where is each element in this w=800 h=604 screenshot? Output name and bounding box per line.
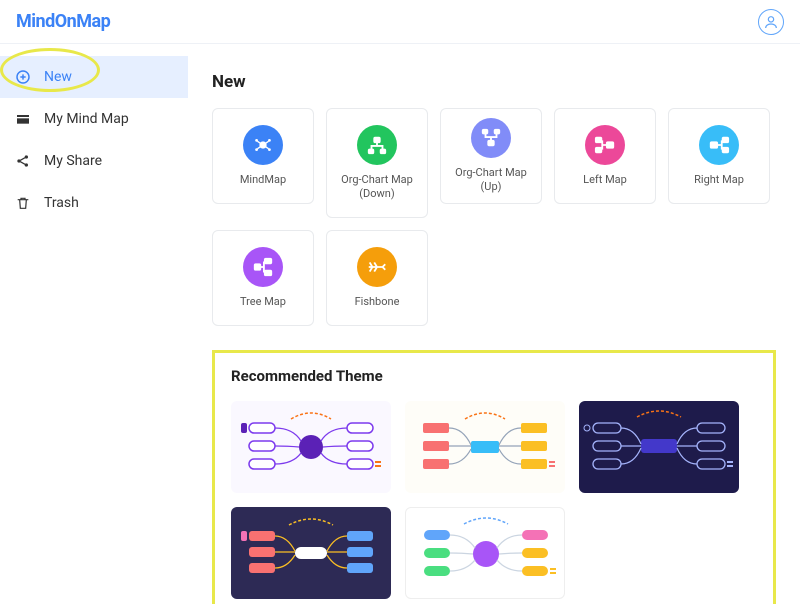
rightmap-icon <box>699 125 739 165</box>
template-tree-map[interactable]: Tree Map <box>212 230 314 326</box>
themes-section-title: Recommended Theme <box>231 367 757 385</box>
sidebar: New My Mind Map My Share Trash <box>0 44 188 604</box>
theme-card-2[interactable] <box>405 401 565 493</box>
sidebar-item-new[interactable]: New <box>0 56 188 98</box>
sidebar-item-my-mind-map[interactable]: My Mind Map <box>0 98 188 140</box>
template-label: Org-Chart Map (Down) <box>327 173 427 202</box>
user-icon <box>763 14 779 30</box>
treemap-icon <box>243 247 283 287</box>
leftmap-icon <box>585 125 625 165</box>
trash-icon <box>14 195 32 211</box>
sidebar-item-label: My Share <box>44 153 102 169</box>
new-section-title: New <box>212 72 776 92</box>
sidebar-item-label: Trash <box>44 195 79 211</box>
theme-grid <box>231 401 757 599</box>
template-orgchart-up[interactable]: Org-Chart Map (Up) <box>440 108 542 204</box>
template-fishbone[interactable]: Fishbone <box>326 230 428 326</box>
orgup-icon <box>471 118 511 158</box>
app-logo[interactable]: MindOnMap <box>16 11 110 32</box>
template-label: Tree Map <box>236 295 290 309</box>
template-orgchart-down[interactable]: Org-Chart Map (Down) <box>326 108 428 218</box>
theme-card-1[interactable] <box>231 401 391 493</box>
user-avatar[interactable] <box>758 9 784 35</box>
template-right-map[interactable]: Right Map <box>668 108 770 204</box>
fishbone-icon <box>357 247 397 287</box>
theme-card-4[interactable] <box>231 507 391 599</box>
template-label: Org-Chart Map (Up) <box>441 166 541 195</box>
annotation-themes-highlight: Recommended Theme <box>212 350 776 604</box>
sidebar-item-trash[interactable]: Trash <box>0 182 188 224</box>
main-content: New MindMap Org-Chart Map (Down) Org-Cha… <box>188 44 800 604</box>
template-label: MindMap <box>236 173 290 187</box>
theme-card-3[interactable] <box>579 401 739 493</box>
sidebar-item-my-share[interactable]: My Share <box>0 140 188 182</box>
template-label: Right Map <box>690 173 748 187</box>
template-grid: MindMap Org-Chart Map (Down) Org-Chart M… <box>212 108 776 326</box>
share-icon <box>14 153 32 169</box>
sidebar-item-label: New <box>44 69 72 85</box>
template-label: Fishbone <box>351 295 404 309</box>
theme-card-5[interactable] <box>405 507 565 599</box>
template-mindmap[interactable]: MindMap <box>212 108 314 204</box>
template-left-map[interactable]: Left Map <box>554 108 656 204</box>
mindmap-icon <box>243 125 283 165</box>
orgdown-icon <box>357 125 397 165</box>
plus-circle-icon <box>14 69 32 85</box>
template-label: Left Map <box>579 173 631 187</box>
sidebar-item-label: My Mind Map <box>44 111 129 127</box>
folder-icon <box>14 111 32 127</box>
